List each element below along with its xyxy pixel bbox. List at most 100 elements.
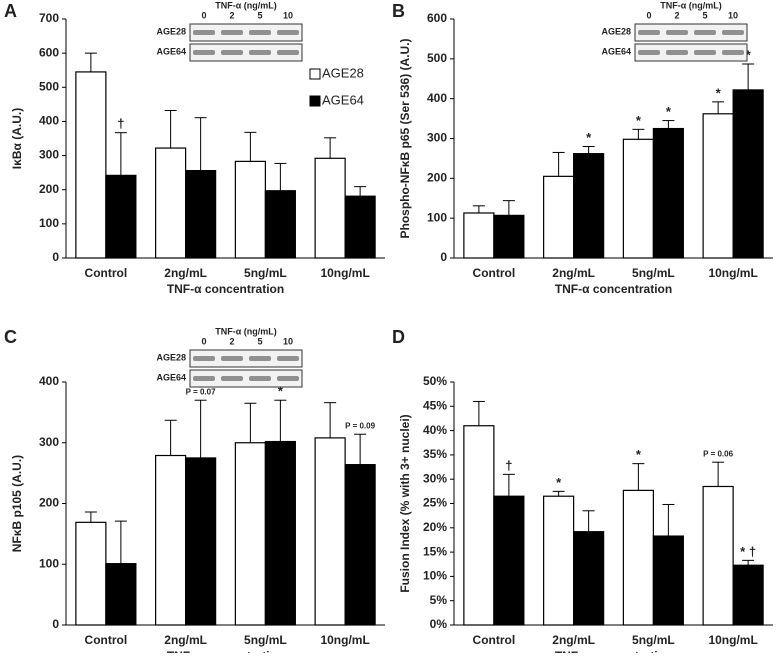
annotation: *: [716, 85, 722, 100]
annotation: *: [746, 47, 752, 62]
x-tick-label: 2ng/mL: [552, 633, 595, 647]
blot-lane: 0: [646, 10, 651, 20]
x-axis-label: TNF-α concentration: [555, 649, 672, 653]
blot-lane: 5: [257, 336, 262, 346]
legend-swatch: [309, 68, 321, 80]
bar: [105, 174, 137, 259]
annotation: P = 0.09: [345, 421, 375, 430]
x-tick-label: 2ng/mL: [164, 266, 207, 280]
y-axis-label: Fusion Index (% with 3+ nuclei): [398, 414, 412, 592]
blot-band: [221, 376, 243, 381]
annotation: *: [636, 447, 642, 462]
blot-band: [722, 50, 744, 55]
legend-swatch: [309, 95, 321, 107]
x-tick-label: 5ng/mL: [244, 633, 287, 647]
blot-band: [722, 30, 744, 35]
x-tick-label: 5ng/mL: [632, 266, 675, 280]
y-tick-label: 5%: [430, 593, 448, 607]
bar: [493, 495, 525, 626]
y-tick-label: 45%: [423, 398, 447, 412]
blot-lane: 0: [201, 336, 206, 346]
y-tick-label: 400: [39, 374, 59, 388]
bar: [185, 169, 217, 259]
annotation: *: [666, 104, 672, 119]
x-tick-label: 10ng/mL: [708, 633, 757, 647]
blot-frame: [634, 43, 748, 62]
y-tick-label: 300: [39, 435, 59, 449]
blot-band: [694, 50, 716, 55]
y-tick-label: 0: [52, 617, 59, 631]
blot-row-label: AGE64: [601, 46, 631, 56]
y-tick-label: 0: [52, 250, 59, 264]
blot-lane: 2: [229, 10, 234, 20]
blot-band: [277, 30, 299, 35]
blot-band: [277, 376, 299, 381]
blot-title: TNF-α (ng/mL): [215, 326, 277, 336]
y-tick-label: 700: [39, 11, 59, 25]
blot-band: [277, 356, 299, 361]
y-tick-label: 0: [440, 250, 447, 264]
y-tick-label: 500: [39, 79, 59, 93]
x-tick-label: Control: [473, 266, 516, 280]
annotation: *: [556, 475, 562, 490]
blot-lane: 0: [201, 10, 206, 20]
panel-label: C: [4, 327, 17, 347]
bar: [543, 175, 575, 259]
y-tick-label: 50%: [423, 374, 447, 388]
blot-band: [666, 50, 688, 55]
y-tick-label: 35%: [423, 447, 447, 461]
bar: [622, 489, 654, 626]
x-tick-label: 5ng/mL: [632, 633, 675, 647]
panel-label: A: [4, 1, 17, 21]
annotation: †: [505, 458, 512, 473]
bar: [493, 214, 525, 259]
legend-label: AGE28: [322, 65, 364, 80]
blot-frame: [189, 23, 303, 42]
annotation: P = 0.06: [703, 449, 733, 458]
y-tick-label: 40%: [423, 423, 447, 437]
bar: [185, 457, 217, 626]
x-tick-label: 10ng/mL: [320, 633, 369, 647]
bar: [732, 564, 764, 626]
blot-title: TNF-α (ng/mL): [215, 0, 277, 10]
annotation: * †: [740, 544, 756, 559]
bar: [573, 153, 605, 259]
blot-lane: 10: [283, 336, 293, 346]
y-tick-label: 15%: [423, 544, 447, 558]
blot-band: [193, 356, 215, 361]
bar: [314, 437, 346, 626]
blot-band: [638, 50, 660, 55]
bar: [622, 138, 654, 259]
y-tick-label: 30%: [423, 471, 447, 485]
bar: [155, 454, 187, 626]
x-tick-label: 10ng/mL: [708, 266, 757, 280]
blot-band: [221, 356, 243, 361]
bar: [543, 495, 575, 626]
blot-band: [193, 50, 215, 55]
x-tick-label: Control: [85, 633, 128, 647]
annotation: P = 0.07: [186, 387, 216, 396]
blot-row-label: AGE64: [156, 46, 186, 56]
y-tick-label: 500: [427, 51, 447, 65]
blot-band: [277, 50, 299, 55]
x-axis-label: TNF-α concentration: [555, 282, 672, 296]
y-tick-label: 100: [39, 556, 59, 570]
bar: [314, 157, 346, 259]
blot-band: [694, 30, 716, 35]
blot-row-label: AGE64: [156, 372, 186, 382]
blot-frame: [189, 369, 303, 388]
blot-frame: [189, 349, 303, 368]
y-axis-label: NFκB p105 (A.U.): [10, 455, 24, 552]
blot-lane: 2: [229, 336, 234, 346]
blot-lane: 2: [674, 10, 679, 20]
blot-lane: 5: [702, 10, 707, 20]
blot-band: [193, 30, 215, 35]
x-tick-label: Control: [473, 633, 516, 647]
blot-band: [221, 30, 243, 35]
bar: [573, 531, 605, 626]
x-tick-label: 2ng/mL: [552, 266, 595, 280]
y-tick-label: 600: [427, 11, 447, 25]
y-tick-label: 100: [427, 210, 447, 224]
y-tick-label: 200: [39, 496, 59, 510]
blot-band: [249, 30, 271, 35]
